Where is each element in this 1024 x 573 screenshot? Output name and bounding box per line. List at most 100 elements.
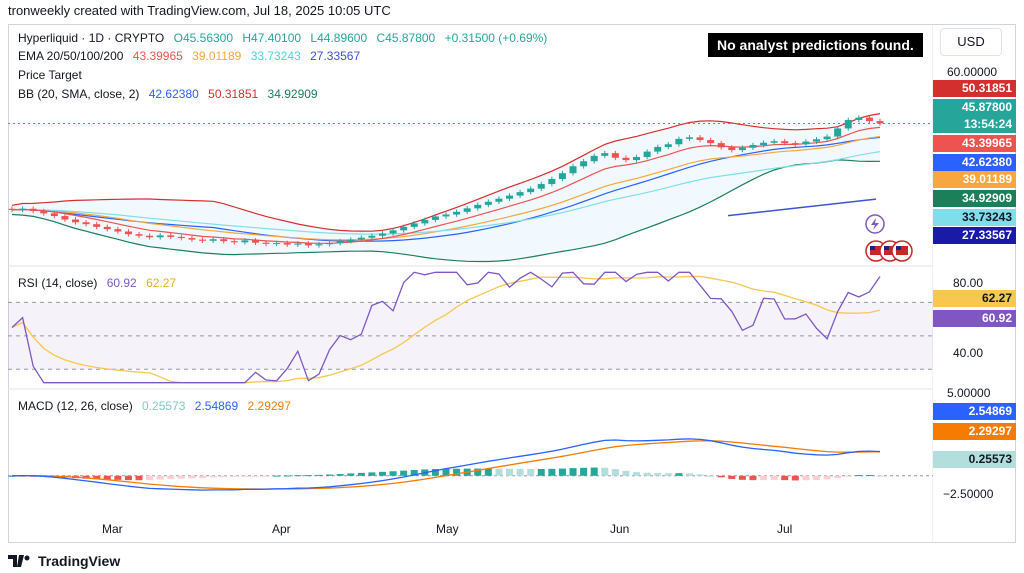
candle-body	[29, 208, 37, 212]
candle-body	[569, 166, 577, 174]
candle-body	[146, 235, 154, 238]
macd-histogram-bar	[876, 475, 884, 477]
candle-body	[495, 198, 503, 202]
candle-body	[389, 230, 397, 234]
candle-body	[82, 222, 90, 225]
bollinger-band-fill	[12, 113, 880, 262]
macd-tag: 2.54869	[933, 403, 1016, 420]
bb-label: BB (20, SMA, close, 2)	[18, 87, 140, 101]
macd-histogram-bar	[611, 469, 619, 476]
candle-body	[378, 233, 386, 236]
macd-legend: MACD (12, 26, close) 0.25573 2.54869 2.2…	[18, 398, 297, 414]
candle-body	[654, 146, 662, 152]
price-tag: 34.92909	[933, 190, 1016, 207]
candle-body	[876, 121, 884, 124]
macd-histogram-bar	[622, 470, 630, 476]
tradingview-logo[interactable]: TradingView	[8, 553, 120, 569]
macd-histogram-bar	[8, 475, 16, 477]
macd-histogram-bar	[590, 467, 598, 476]
rsi-axis-40-label: 40.00	[953, 346, 984, 360]
candle-body	[431, 216, 439, 220]
us-flag-canton-icon	[896, 246, 901, 250]
macd-histogram-bar	[283, 475, 291, 477]
macd-histogram-bar	[738, 475, 746, 480]
chart-canvas[interactable]	[8, 24, 933, 543]
candle-body	[760, 142, 768, 146]
candle-body	[251, 240, 259, 243]
candle-body	[442, 214, 450, 217]
month-label-apr: Apr	[272, 522, 291, 536]
macd-histogram-bar	[760, 475, 768, 481]
us-flag-canton-icon	[870, 246, 875, 250]
macd-histogram-bar	[336, 473, 344, 476]
price-target-legend: Price Target	[18, 67, 88, 83]
candle-body	[220, 239, 228, 242]
macd-histogram-bar	[558, 468, 566, 476]
price-tag: 27.33567	[933, 227, 1016, 244]
macd-tag: 0.25573	[933, 451, 1016, 468]
macd-histogram-bar	[167, 475, 175, 480]
candle-body	[304, 243, 312, 246]
ema50-value: 39.01189	[192, 49, 242, 63]
candle-body	[357, 237, 365, 240]
macd-histogram-bar	[368, 472, 376, 476]
macd-line	[11, 438, 881, 491]
symbol-label: Hyperliquid · 1D · CRYPTO	[18, 31, 165, 45]
macd-histogram-bar	[357, 472, 365, 476]
candle-body	[685, 137, 693, 139]
candle-body	[823, 136, 831, 140]
candle-body	[40, 211, 48, 214]
macd-histogram-bar	[664, 473, 672, 476]
month-label-jul: Jul	[777, 522, 793, 536]
rsi-value: 60.92	[106, 276, 137, 290]
candle-body	[8, 208, 16, 210]
price-tag: 42.62380	[933, 154, 1016, 171]
macd-histogram-bar	[675, 473, 683, 476]
candle-body	[844, 119, 852, 129]
price-axis: 50.31851 45.87800 13:54:24 43.39965 42.62380…	[933, 24, 1016, 543]
price-target-label: Price Target	[18, 68, 82, 82]
candle-body	[453, 211, 461, 215]
candle-body	[611, 153, 619, 158]
ohlc-legend: Hyperliquid · 1D · CRYPTO O45.56300 H47.…	[18, 30, 553, 46]
candle-body	[156, 235, 164, 238]
close-value: C45.87800	[376, 31, 436, 45]
candle-body	[93, 224, 101, 227]
macd-histogram-bar	[580, 467, 588, 476]
candle-body	[812, 139, 820, 142]
candle-body	[484, 201, 492, 205]
price-tag: 13:54:24	[933, 116, 1016, 133]
month-label-mar: Mar	[102, 522, 123, 536]
macd-signal-value: 2.29297	[247, 399, 291, 413]
chart-attribution: tronweekly created with TradingView.com,…	[8, 3, 391, 18]
macd-histogram-bar	[548, 468, 556, 476]
candle-body	[707, 140, 715, 144]
macd-histogram-bar	[506, 468, 514, 476]
candle-body	[558, 173, 566, 180]
macd-histogram-bar	[156, 475, 164, 480]
bb-basis-value: 42.62380	[148, 87, 199, 101]
macd-histogram-bar	[781, 475, 789, 481]
macd-axis-top-label: 5.00000	[947, 386, 991, 400]
macd-signal-line	[11, 440, 881, 490]
candle-body	[347, 239, 355, 242]
candles	[8, 115, 884, 248]
currency-button[interactable]: USD	[940, 28, 1002, 56]
ema100-line	[11, 151, 881, 235]
candle-body	[537, 184, 545, 189]
macd-histogram-bar	[569, 468, 577, 476]
chart-frame	[8, 24, 1016, 543]
price-tag: 50.31851	[933, 80, 1016, 97]
us-flag-canton-icon	[884, 246, 889, 250]
candle-body	[50, 213, 58, 217]
macd-histogram-bar	[273, 475, 281, 477]
ema-legend: EMA 20/50/100/200 43.39965 39.01189 33.7…	[18, 48, 366, 64]
macd-histogram-bar	[199, 475, 207, 479]
candle-body	[633, 157, 641, 161]
us-flag-icon	[870, 246, 882, 255]
ema200-value: 27.33567	[310, 49, 361, 63]
candle-body	[506, 195, 514, 199]
macd-histogram-bar	[717, 475, 725, 478]
tradingview-logo-icon	[8, 555, 30, 567]
macd-histogram-bar	[527, 468, 535, 476]
